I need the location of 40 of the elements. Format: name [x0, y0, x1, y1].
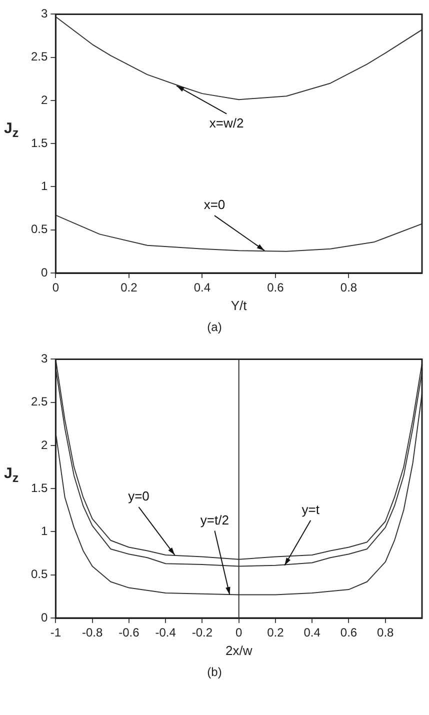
x-axis-title: Y/t	[230, 298, 248, 313]
y-axis-title: J$_{z}$	[4, 465, 19, 485]
y-tick-label: 1.5	[30, 480, 48, 495]
x-tick-label: 0.6	[267, 280, 284, 295]
x-tick-label: -0.6	[118, 626, 140, 640]
text: (b)	[206, 665, 223, 679]
annotation: y=t/2	[200, 512, 229, 528]
x-tick-label: 0.2	[120, 280, 138, 295]
y-tick-label: 1	[40, 179, 48, 194]
x-tick-label: 0.4	[304, 626, 321, 640]
x-tick-label: 0	[235, 626, 242, 640]
x-tick-label: 0.8	[340, 280, 358, 295]
y-tick-label: 0.5	[30, 222, 48, 236]
text: (a)	[206, 320, 223, 334]
annotation: x=0	[204, 197, 226, 212]
y-tick-label: 1	[40, 524, 48, 538]
y-tick-label: 0	[40, 610, 48, 624]
x-tick-label: -1	[50, 626, 62, 640]
x-axis-title: 2x/w	[225, 642, 253, 658]
annotation: x=w/2	[209, 115, 244, 130]
y-tick-label: 3	[40, 352, 48, 366]
y-tick-label: 1.5	[30, 136, 48, 150]
annotation: y=0	[128, 488, 150, 504]
y-tick-label: 2.5	[30, 50, 48, 64]
x-tick-label: 0.8	[377, 626, 394, 640]
y-tick-label: 0.5	[30, 567, 48, 582]
y-axis-title: J$_{z}$	[4, 120, 19, 140]
x-tick-label: 0.4	[194, 280, 211, 295]
y-tick-label: 2	[40, 92, 48, 107]
x-tick-label: 0	[52, 280, 60, 295]
x-tick-label: 0.2	[267, 626, 284, 640]
x-tick-label: -0.4	[155, 626, 176, 640]
y-tick-label: 3	[40, 6, 48, 21]
x-tick-label: -0.2	[192, 626, 213, 640]
y-tick-label: 0	[40, 265, 48, 280]
x-tick-label: -0.8	[82, 626, 103, 640]
annotation: y=t	[302, 502, 320, 517]
y-tick-label: 2.5	[30, 394, 48, 409]
y-tick-label: 2	[40, 438, 48, 452]
x-tick-label: 0.6	[340, 626, 358, 640]
